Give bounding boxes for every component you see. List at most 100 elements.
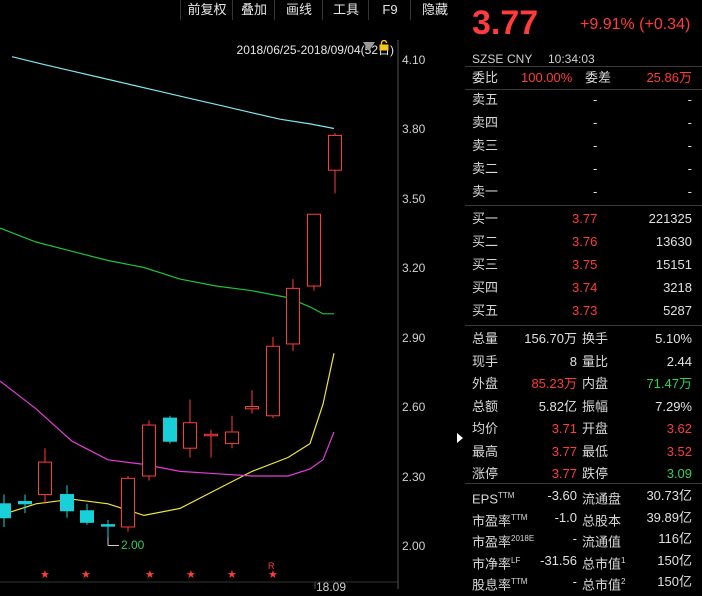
stat-label: 总量 <box>472 331 499 346</box>
kline-chart-canvas[interactable] <box>0 0 460 589</box>
fundamental-label-sup: 2 <box>621 577 626 586</box>
candle-body <box>101 524 115 527</box>
ask-row[interactable]: 卖五 - - <box>465 88 702 111</box>
weibi-label: 委比 <box>472 70 499 85</box>
bid-volume: 221325 <box>648 211 692 226</box>
bid-price: 3.74 <box>572 280 598 295</box>
fundamental-row[interactable]: 市盈率2018E - 流通值 116亿 <box>465 527 702 550</box>
ask-label: 卖四 <box>472 115 499 130</box>
bid-row[interactable]: 买四 3.74 3218 <box>465 276 702 299</box>
bid-label: 买四 <box>472 280 499 295</box>
weicha-value: 25.86万 <box>646 70 692 85</box>
fundamental-value: -1.0 <box>554 509 577 525</box>
event-star-icon[interactable]: ★ <box>81 569 91 581</box>
quote-panel: 3.77 +9.91% (+0.34) SZSE CNY 10:34:03 委比… <box>465 0 702 592</box>
divider <box>465 66 702 67</box>
bid-row[interactable]: 买二 3.76 13630 <box>465 230 702 253</box>
ask-volume: - <box>687 138 692 153</box>
stat-label: 跌停 <box>582 466 609 481</box>
ask-label: 卖五 <box>472 92 499 107</box>
stat-value: 3.71 <box>551 421 577 436</box>
fundamental-value: - <box>572 531 577 546</box>
bid-label: 买一 <box>472 211 499 226</box>
fundamental-label-text: 股息率 <box>472 577 512 593</box>
ask-label: 卖三 <box>472 138 499 153</box>
ask-row[interactable]: 卖三 - - <box>465 134 702 157</box>
fundamental-label: 总市值2 <box>582 570 625 596</box>
ask-price: - <box>593 138 598 153</box>
fundamental-label: 市净率LF <box>472 549 520 575</box>
lock-icon[interactable] <box>379 40 389 51</box>
stat-label: 最低 <box>582 443 609 459</box>
fundamental-value: -31.56 <box>540 552 577 568</box>
fundamental-label-sup: LF <box>511 555 521 565</box>
candle-body <box>163 417 177 442</box>
stat-row[interactable]: 总额 5.82亿 振幅 7.29% <box>465 395 702 418</box>
event-star-icon[interactable]: ★ <box>145 569 155 581</box>
fundamental-row[interactable]: 市净率LF -31.56 总市值1 150亿 <box>465 549 702 572</box>
stat-value: 71.47万 <box>646 376 692 391</box>
stat-row[interactable]: 外盘 85.23万 内盘 71.47万 <box>465 372 702 395</box>
event-star-icon[interactable]: ★ <box>227 569 237 581</box>
candle-body <box>60 494 74 512</box>
event-star-icon[interactable]: ★ <box>40 569 50 581</box>
ask-row[interactable]: 卖一 - - <box>465 180 702 203</box>
fundamental-row[interactable]: 市盈率TTM -1.0 总股本 39.89亿 <box>465 506 702 529</box>
candle-body <box>38 461 52 496</box>
bid-row[interactable]: 买五 3.73 5287 <box>465 299 702 322</box>
candle-body <box>225 431 239 445</box>
range-dropdown-icon[interactable] <box>363 42 375 51</box>
candle-body <box>18 500 32 505</box>
toolbar-hide-button[interactable]: 隐藏 <box>410 0 459 20</box>
ask-price: - <box>593 115 598 130</box>
bid-row[interactable]: 买三 3.75 15151 <box>465 253 702 276</box>
candle-body <box>266 345 280 417</box>
fundamental-row[interactable]: 股息率TTM - 总市值2 150亿 <box>465 570 702 593</box>
collapse-panel-icon[interactable] <box>457 433 463 443</box>
fundamental-label: 市盈率TTM <box>472 506 527 532</box>
stat-value: 3.77 <box>551 443 577 459</box>
fundamental-label: 总股本 <box>582 506 621 532</box>
fundamental-label-text: 流通盘 <box>582 491 622 507</box>
price-change: +9.91% (+0.34) <box>580 16 691 33</box>
stat-label: 总额 <box>472 398 499 414</box>
fundamental-value: 150亿 <box>657 574 692 589</box>
fundamental-label-sup: TTM <box>498 491 515 500</box>
stat-label: 涨停 <box>472 466 499 481</box>
ma-line-cyan <box>11 56 335 130</box>
stat-row[interactable]: 总量 156.70万 换手 5.10% <box>465 327 702 350</box>
stat-row[interactable]: 最高 3.77 最低 3.52 <box>465 440 702 463</box>
bid-row[interactable]: 买一 3.77 221325 <box>465 207 702 230</box>
stat-row[interactable]: 涨停 3.77 跌停 3.09 <box>465 462 702 485</box>
event-star-icon[interactable]: ★ <box>186 569 196 581</box>
toolbar-fuquan-button[interactable]: 前复权 <box>180 0 233 20</box>
fundamental-label: 市盈率2018E <box>472 527 534 553</box>
toolbar-draw-button[interactable]: 画线 <box>274 0 323 20</box>
candle-body <box>183 422 197 449</box>
ma-line-green <box>0 227 334 315</box>
fundamental-row[interactable]: EPSTTM -3.60 流通盘 30.73亿 <box>465 484 702 507</box>
ask-row[interactable]: 卖四 - - <box>465 111 702 134</box>
stat-row[interactable]: 均价 3.71 开盘 3.62 <box>465 417 702 440</box>
toolbar-f9-button[interactable]: F9 <box>368 0 411 20</box>
kline-chart-area[interactable]: 前复权 叠加 画线 工具 F9 隐藏 2018/06/25-2018/09/04… <box>0 0 460 594</box>
low-price-label: 2.00 <box>121 538 145 552</box>
toolbar-tools-button[interactable]: 工具 <box>322 0 369 20</box>
stat-label: 振幅 <box>582 398 609 414</box>
toolbar-overlay-button[interactable]: 叠加 <box>232 0 275 20</box>
event-star-icon[interactable]: ★ <box>268 569 278 581</box>
stat-row[interactable]: 现手 8 量比 2.44 <box>465 350 702 373</box>
bid-volume: 5287 <box>663 303 692 318</box>
stat-label: 最高 <box>472 443 499 459</box>
currency-label: CNY <box>507 52 533 66</box>
weibi-value: 100.00% <box>521 70 573 85</box>
candle-body <box>286 287 300 345</box>
stat-label: 量比 <box>582 353 609 369</box>
fundamental-label-text: 市盈率 <box>472 512 512 528</box>
ask-row[interactable]: 卖二 - - <box>465 157 702 180</box>
fundamental-value: 150亿 <box>657 552 692 568</box>
ma-line-magenta <box>0 380 335 477</box>
bid-label: 买三 <box>472 257 499 272</box>
candle-body <box>121 477 135 528</box>
bid-volume: 13630 <box>655 234 692 249</box>
